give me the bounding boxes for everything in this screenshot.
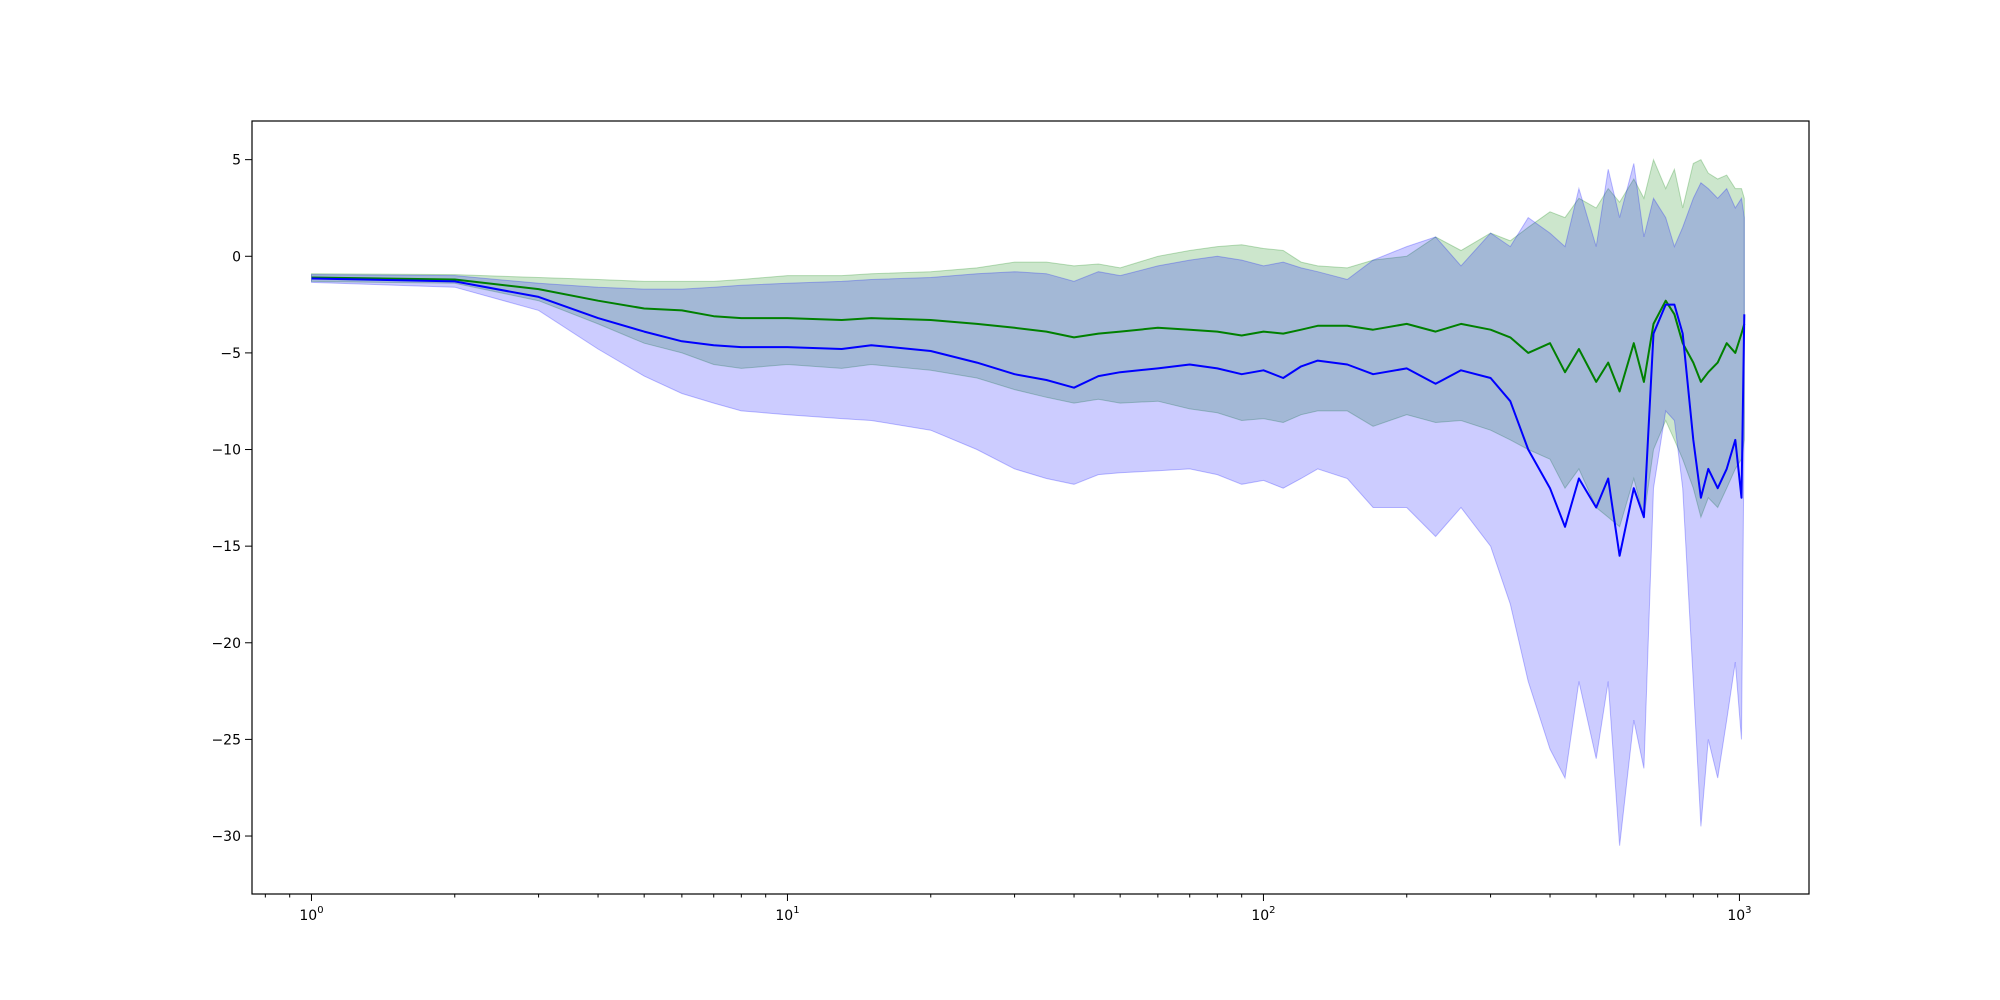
series-lines <box>311 276 1746 557</box>
y-tick-label: −10 <box>211 443 241 459</box>
axes-frame <box>251 120 1810 895</box>
x-tick-label: 103 <box>1727 905 1751 924</box>
y-tick-label: 0 <box>232 249 241 265</box>
series-2-band <box>311 163 1745 846</box>
y-tick-label: −25 <box>211 732 241 748</box>
x-tick-label: 100 <box>299 905 323 924</box>
y-axis: 5 0 −5 −10 −15 −20 −25 −30 <box>211 153 252 845</box>
y-tick-label: 5 <box>232 153 241 169</box>
y-tick-label: −15 <box>211 539 241 555</box>
x-axis: 100 101 102 103 <box>264 894 1752 924</box>
plot-area <box>251 120 1810 895</box>
y-tick-label: −20 <box>211 636 241 652</box>
y-tick-label: −30 <box>211 829 241 845</box>
x-tick-label: 101 <box>775 905 799 924</box>
series-1-line <box>311 276 1746 393</box>
y-tick-label: −5 <box>220 346 241 362</box>
x-tick-label: 102 <box>1251 905 1275 924</box>
series-1-band <box>311 158 1745 528</box>
series-2-line <box>311 277 1746 557</box>
confidence-bands <box>311 158 1745 846</box>
